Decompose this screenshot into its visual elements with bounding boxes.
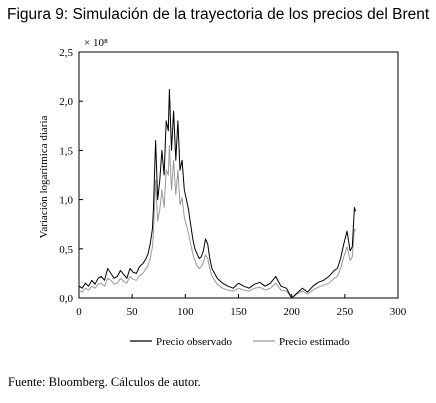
x-tick-label: 250 [337,306,354,318]
y-tick-label: 0,0 [59,293,73,305]
x-tick-label: 100 [177,306,194,318]
legend-label: Precio observado [156,336,233,348]
source-note: Fuente: Bloomberg. Cálculos de autor. [8,375,201,389]
y-tick-label: 1,5 [59,145,73,157]
series-line-precio-estimado [78,145,356,299]
chart-legend: Precio observado Precio estimado [130,336,350,348]
x-tick-label: 150 [230,306,247,318]
y-axis-multiplier: × 10⁸ [84,37,108,49]
y-tick-label: 2,0 [59,96,73,108]
y-tick-label: 0,5 [59,244,73,256]
chart-axes: 0,0 0,5 1,0 1,5 2,0 2,5 0 50 100 150 200 250 300 [59,47,407,318]
x-tick-label: 0 [76,306,82,318]
plot-frame [78,51,399,299]
series-line-precio-observado [78,88,356,299]
y-axis-label: Variación logarítmica diaria [38,115,50,238]
figure-title: Figura 9: Simulación de la trayectoria d… [7,6,430,23]
x-tick-label: 300 [390,306,407,318]
legend-label: Precio estimado [279,336,350,348]
y-tick-label: 2,5 [59,47,73,59]
chart-series [78,88,356,299]
y-tick-label: 1,0 [59,195,73,207]
x-tick-label: 200 [283,306,300,318]
x-tick-label: 50 [127,306,139,318]
